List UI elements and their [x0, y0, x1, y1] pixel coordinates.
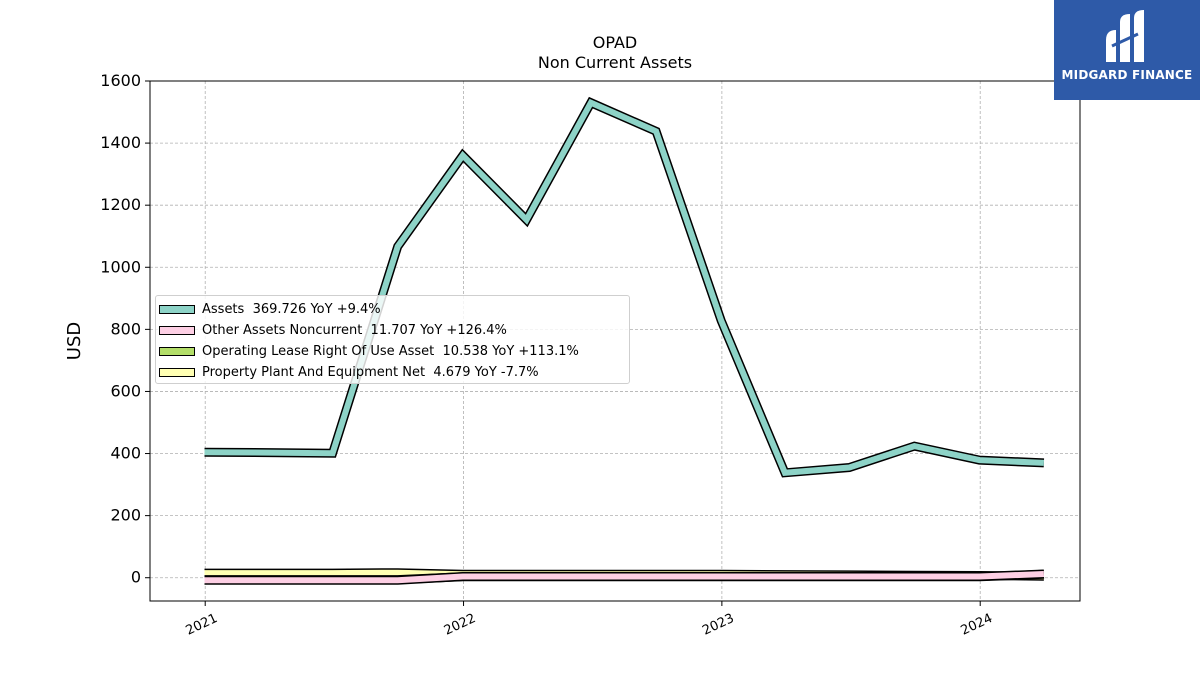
legend-swatch-other-assets	[159, 325, 195, 335]
logo-text: MIDGARD FINANCE	[1061, 68, 1193, 82]
legend-swatch-operating-lease	[159, 346, 195, 356]
y-tick-label: 1600	[100, 71, 141, 90]
y-axis-label: USD	[64, 322, 85, 360]
midgard-finance-logo: MIDGARD FINANCE	[1054, 0, 1200, 100]
plot-frame	[149, 80, 1081, 602]
x-tick-label: 2021	[184, 611, 220, 639]
series-line-0	[204, 98, 1045, 476]
y-tick-label: 400	[110, 444, 141, 463]
legend-item-assets: Assets 369.726 YoY +9.4%	[159, 299, 381, 319]
y-tick-label: 600	[110, 381, 141, 400]
legend-swatch-assets	[159, 304, 195, 314]
y-tick-label: 1200	[100, 195, 141, 214]
y-tick-label: 1400	[100, 133, 141, 152]
y-tick-label: 800	[110, 319, 141, 338]
chart-subtitle: Non Current Assets	[537, 53, 693, 72]
legend-label-ppe: Property Plant And Equipment Net 4.679 Y…	[202, 364, 539, 380]
y-tick-label: 200	[110, 506, 141, 525]
legend-label-other-assets: Other Assets Noncurrent 11.707 YoY +126.…	[202, 322, 507, 338]
series-line-1	[204, 571, 1045, 584]
y-tick-label: 0	[131, 568, 141, 587]
legend: Assets 369.726 YoY +9.4% Other Assets No…	[155, 295, 630, 384]
chart-title: OPAD	[592, 33, 638, 52]
legend-item-other-assets: Other Assets Noncurrent 11.707 YoY +126.…	[159, 320, 507, 340]
legend-label-operating-lease: Operating Lease Right Of Use Asset 10.53…	[202, 343, 579, 359]
legend-item-ppe: Property Plant And Equipment Net 4.679 Y…	[159, 362, 539, 382]
x-tick-label: 2022	[442, 611, 478, 639]
legend-item-operating-lease: Operating Lease Right Of Use Asset 10.53…	[159, 341, 579, 361]
legend-swatch-ppe	[159, 367, 195, 377]
x-tick-label: 2024	[959, 611, 995, 639]
x-tick-label: 2023	[700, 611, 736, 639]
logo-mark-icon	[1106, 10, 1144, 62]
y-tick-label: 1000	[100, 257, 141, 276]
series-outline-0	[204, 96, 1045, 478]
legend-label-assets: Assets 369.726 YoY +9.4%	[202, 301, 381, 317]
